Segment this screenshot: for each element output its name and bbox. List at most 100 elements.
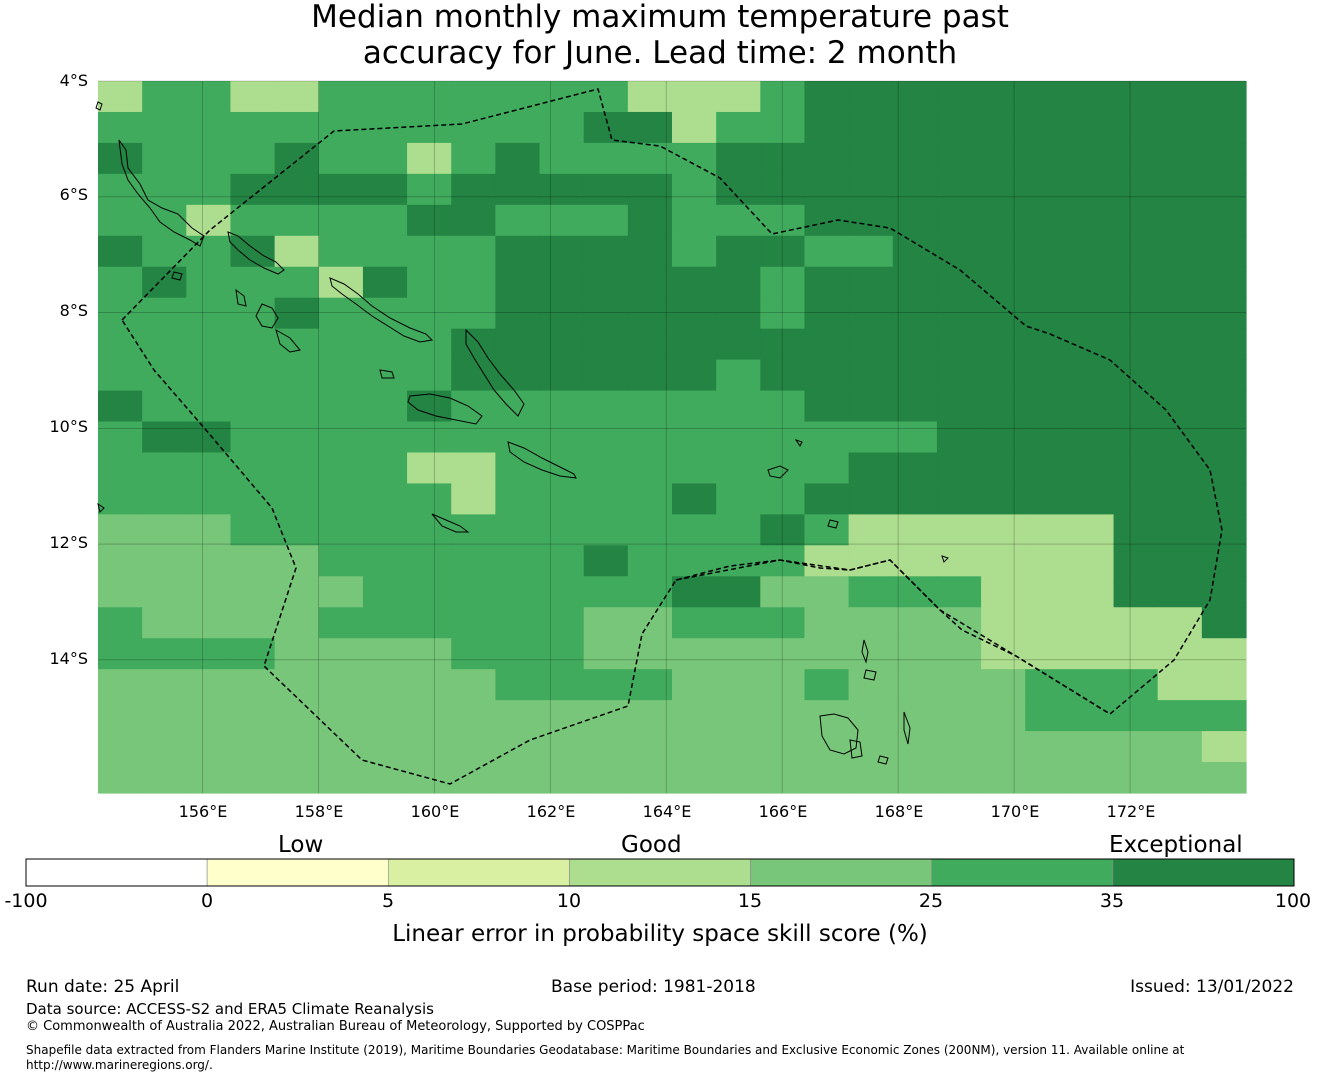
- grid-cell: [142, 297, 187, 330]
- eez-boundaries: [121, 88, 1223, 785]
- grid-cell: [274, 235, 320, 268]
- grid-cell: [1069, 638, 1115, 670]
- grid-cell: [274, 700, 320, 732]
- grid-cell: [1201, 111, 1247, 144]
- grid-cell: [451, 235, 496, 268]
- grid-cell: [1025, 700, 1070, 732]
- grid-cell: [892, 297, 938, 330]
- grid-cell: [274, 81, 320, 113]
- grid-cell: [1201, 483, 1247, 515]
- grid-cell: [186, 81, 232, 113]
- grid-cell: [539, 514, 585, 546]
- grid-cell: [848, 483, 894, 515]
- grid-cell: [892, 328, 938, 361]
- grid-cell: [1113, 607, 1159, 639]
- grid-cell: [892, 81, 938, 113]
- grid-cell: [318, 142, 364, 175]
- grid-cell: [892, 111, 938, 144]
- grid-cell: [627, 576, 673, 608]
- grid-cell: [451, 266, 496, 299]
- grid-cell: [495, 638, 541, 670]
- grid-cell: [716, 328, 761, 361]
- grid-cell: [1113, 142, 1159, 175]
- grid-cell: [627, 452, 673, 485]
- grid-cell: [539, 545, 585, 577]
- grid-cell: [274, 731, 320, 763]
- grid-cell: [1157, 297, 1203, 330]
- grid-cell: [451, 545, 496, 577]
- island-rendova: [275, 328, 301, 353]
- grid-cell: [362, 421, 408, 454]
- grid-cell: [672, 452, 717, 485]
- grid-cell: [760, 483, 806, 515]
- grid-cell: [451, 142, 496, 175]
- grid-cell: [716, 700, 761, 732]
- grid-cell: [318, 390, 364, 423]
- grid-cell: [583, 638, 629, 670]
- grid-cell: [318, 421, 364, 454]
- lat-tick-10s: 10°S: [49, 417, 88, 436]
- grid-cell: [1157, 452, 1203, 485]
- grid-cell: [804, 359, 850, 392]
- grid-cell: [495, 762, 541, 794]
- grid-cell: [892, 545, 938, 577]
- island-florida: [379, 369, 395, 379]
- grid-cell: [230, 762, 276, 794]
- colorbar-title: Linear error in probability space skill …: [392, 921, 928, 947]
- grid-cell: [451, 762, 496, 794]
- grid-cell: [1069, 173, 1115, 206]
- grid-cell: [186, 700, 232, 732]
- grid-cell: [760, 390, 806, 423]
- grid-cell: [186, 297, 232, 330]
- grid-cell: [407, 638, 452, 670]
- grid-cell: [1113, 266, 1159, 299]
- grid-cell: [98, 390, 143, 423]
- grid-cell: [362, 359, 408, 392]
- grid-cell: [892, 266, 938, 299]
- grid-cell: [407, 235, 452, 268]
- grid-cell: [716, 607, 761, 639]
- grid-cell: [1113, 638, 1159, 670]
- grid-cell: [98, 638, 143, 670]
- island-espiritu-santo: [819, 713, 859, 755]
- grid-cell: [274, 111, 320, 144]
- grid-cell: [142, 483, 187, 515]
- grid-cell: [760, 297, 806, 330]
- grid-cell: [186, 607, 232, 639]
- grid-cell: [583, 390, 629, 423]
- category-good: Good: [621, 832, 682, 858]
- grid-cell: [804, 607, 850, 639]
- grid-cell: [186, 731, 232, 763]
- island-banks: [827, 519, 839, 529]
- grid-cell: [274, 576, 320, 608]
- grid-cell: [407, 297, 452, 330]
- colorbar-segment: [569, 858, 751, 887]
- island-vella-lavella: [235, 288, 247, 307]
- grid-cell: [274, 421, 320, 454]
- grid-cell: [230, 700, 276, 732]
- grid-cell: [1069, 576, 1115, 608]
- grid-cell: [583, 297, 629, 330]
- grid-cell: [672, 235, 717, 268]
- grid-cell: [495, 328, 541, 361]
- grid-cell: [627, 142, 673, 175]
- grid-cell: [142, 390, 187, 423]
- grid-cell: [362, 545, 408, 577]
- grid-cell: [760, 266, 806, 299]
- grid-cell: [892, 483, 938, 515]
- grid-cell: [1201, 328, 1247, 361]
- grid-cell: [539, 266, 585, 299]
- grid-cell: [98, 545, 143, 577]
- grid-cell: [407, 762, 452, 794]
- grid-cell: [760, 731, 806, 763]
- grid-cell: [451, 638, 496, 670]
- grid-cell: [936, 235, 982, 268]
- grid-cell: [230, 142, 276, 175]
- grid-cell: [848, 576, 894, 608]
- grid-cell: [1201, 359, 1247, 392]
- grid-cell: [716, 266, 761, 299]
- grid-cell: [760, 421, 806, 454]
- grid-cell: [716, 81, 761, 113]
- colorbar-segment: [931, 858, 1114, 887]
- island-anuta: [97, 502, 105, 513]
